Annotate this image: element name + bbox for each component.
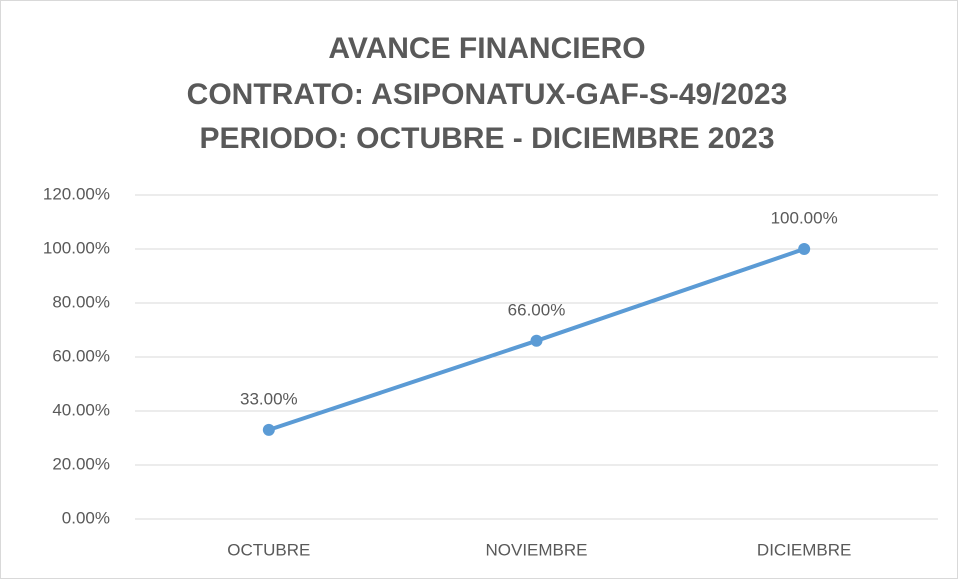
y-tick-label: 120.00% — [43, 184, 110, 203]
x-tick-label: DICIEMBRE — [757, 540, 851, 559]
marker — [798, 243, 811, 255]
y-tick-label: 20.00% — [52, 454, 110, 473]
x-tick-label: OCTUBRE — [227, 540, 310, 559]
marker — [530, 334, 543, 347]
x-tick-label: NOVIEMBRE — [485, 540, 587, 559]
data-label: 33.00% — [240, 389, 298, 408]
data-label: 100.00% — [771, 208, 838, 227]
chart-title: CONTRATO: ASIPONATUX-GAF-S-49/2023 — [187, 78, 788, 111]
data-label: 66.00% — [508, 300, 566, 319]
y-tick-label: 100.00% — [43, 238, 110, 257]
chart-title: AVANCE FINANCIERO — [328, 32, 645, 65]
y-tick-label: 40.00% — [52, 400, 110, 419]
y-tick-label: 0.00% — [62, 508, 110, 527]
chart-title: PERIODO: OCTUBRE - DICIEMBRE 2023 — [199, 122, 774, 155]
marker — [262, 423, 275, 436]
y-tick-label: 80.00% — [52, 292, 110, 311]
y-tick-label: 60.00% — [52, 346, 110, 365]
